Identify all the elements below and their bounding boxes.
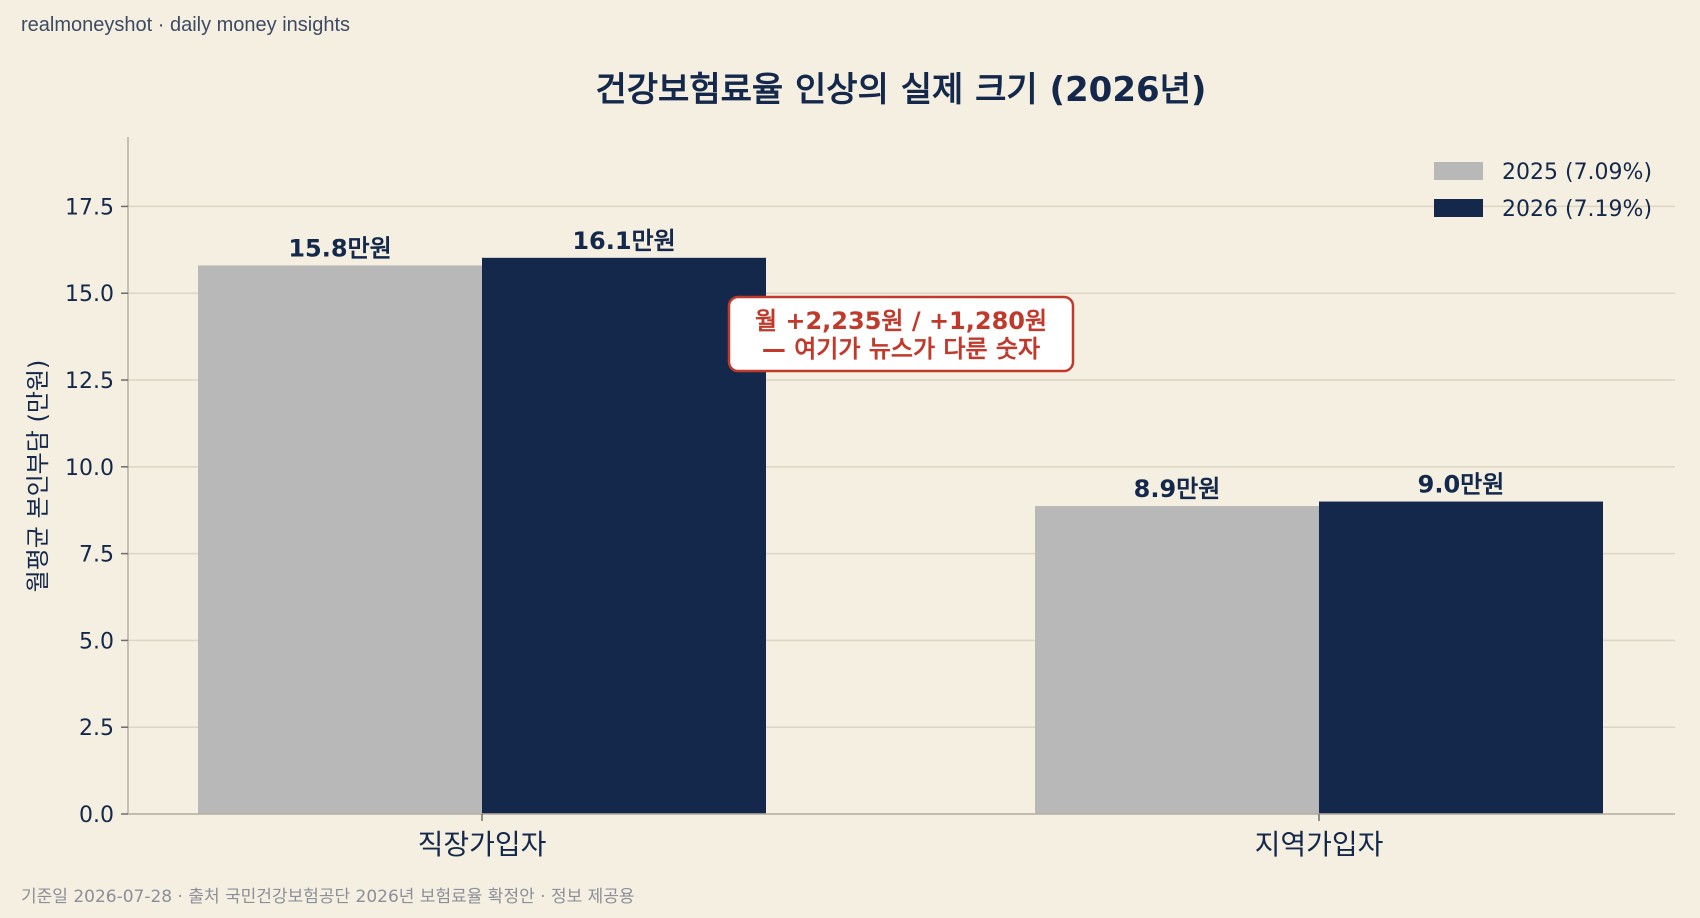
x-tick-label: 지역가입자	[1255, 828, 1384, 861]
annotation-text: 월 +2,235원 / +1,280원	[755, 307, 1047, 335]
footer-source: 기준일 2026-07-28 · 출처 국민건강보험공단 2026년 보험료율 …	[21, 887, 635, 907]
data-label: 16.1만원	[572, 227, 675, 255]
data-label: 15.8만원	[288, 234, 391, 262]
axes	[127, 137, 1675, 815]
chart-title: 건강보험료율 인상의 실제 크기 (2026년)	[596, 70, 1207, 110]
y-axis-label: 월평균 본인부담 (만원)	[24, 360, 52, 593]
bar	[1035, 506, 1319, 814]
legend-swatch	[1434, 199, 1483, 217]
annotation: 월 +2,235원 / +1,280원— 여기가 뉴스가 다룬 숫자	[727, 295, 1075, 373]
y-ticks: 0.0 2.5 5.0 7.5 10.0 12.5 15.0 17.5	[65, 195, 128, 828]
y-tick-label: 0.0	[79, 803, 114, 828]
legend-label: 2026 (7.19%)	[1502, 197, 1652, 222]
y-tick-label: 2.5	[79, 716, 114, 741]
annotation-text: — 여기가 뉴스가 다룬 숫자	[762, 335, 1040, 363]
annotation-box	[727, 295, 1075, 373]
bar	[198, 265, 482, 814]
x-tick-label: 직장가입자	[418, 828, 547, 861]
legend-label: 2025 (7.09%)	[1502, 160, 1652, 185]
y-tick-label: 12.5	[65, 369, 114, 394]
x-ticks: 직장가입자 지역가입자	[418, 814, 1384, 861]
bar	[1319, 501, 1603, 814]
y-tick-label: 10.0	[65, 456, 114, 481]
data-label: 8.9만원	[1134, 475, 1221, 503]
y-tick-label: 15.0	[65, 282, 114, 307]
bars	[198, 257, 1603, 814]
brand-caption: realmoneyshot · daily money insights	[21, 14, 351, 36]
y-tick-label: 17.5	[65, 195, 114, 220]
data-labels: 15.8만원 16.1만원 8.9만원 9.0만원	[288, 227, 1504, 503]
legend-swatch	[1434, 162, 1483, 180]
y-tick-label: 5.0	[79, 629, 114, 654]
legend: 2025 (7.09%) 2026 (7.19%)	[1434, 160, 1652, 222]
data-label: 9.0만원	[1418, 471, 1505, 499]
y-tick-label: 7.5	[79, 543, 114, 568]
bar	[482, 257, 766, 814]
